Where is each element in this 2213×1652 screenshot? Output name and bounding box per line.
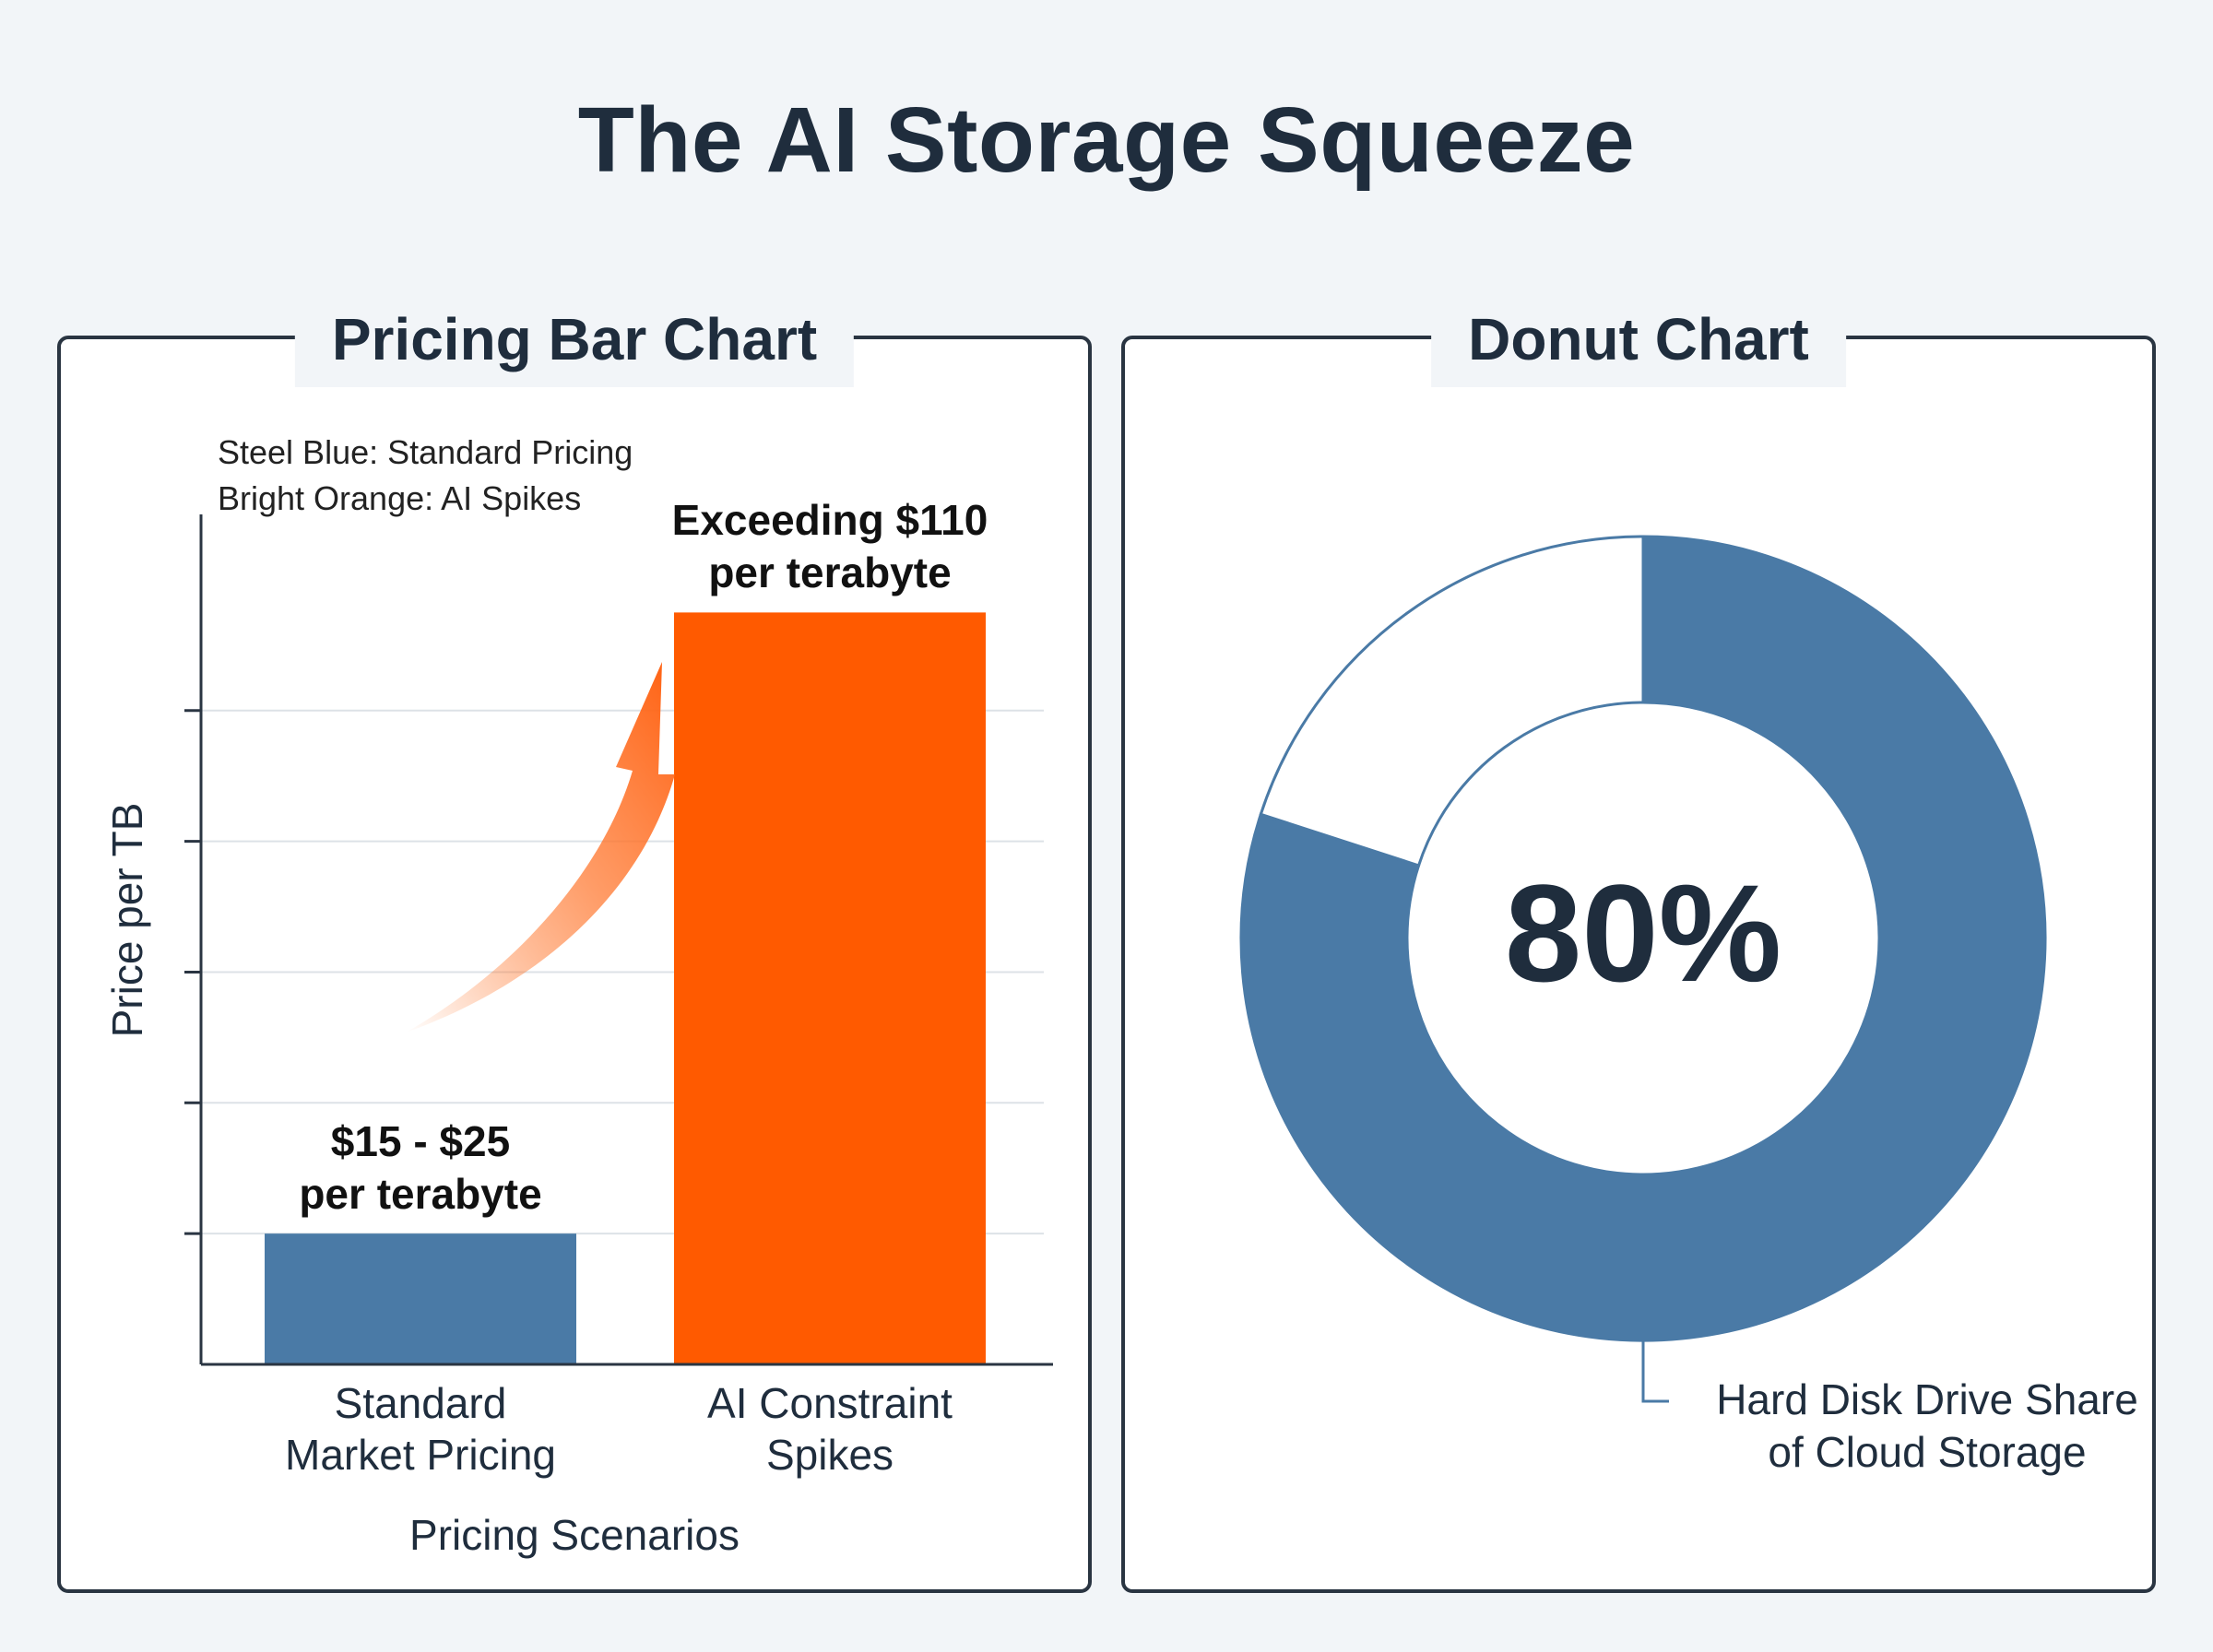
x-tick-label: Standard Market Pricing (285, 1379, 556, 1479)
page-title: The AI Storage Squeeze (577, 88, 1636, 192)
donut-center-value: 80% (1504, 856, 1782, 1010)
bar-chart-panel-title: Pricing Bar Chart (294, 291, 855, 387)
donut-chart-panel-title: Donut Chart (1431, 291, 1846, 387)
bar-data-label: $15 - $25 per terabyte (299, 1117, 542, 1219)
donut-slice-remainder (1259, 535, 1645, 867)
x-tick-label: AI Constraint Spikes (707, 1379, 953, 1479)
donut-chart-panel: Donut Chart 80% Hard Disk Drive Share of… (1121, 291, 2156, 1593)
x-axis-title: Pricing Scenarios (409, 1511, 740, 1559)
donut-slice-hdd-share (1239, 535, 2047, 1342)
donut-leader-line (1641, 1340, 1669, 1403)
bar-standard-market-pricing (265, 1233, 576, 1364)
legend-entry-spike: Bright Orange: AI Spikes (218, 479, 582, 517)
bar-chart-legend: Steel Blue: Standard Pricing Bright Oran… (218, 430, 633, 522)
donut-slice-label-line-2: of Cloud Storage (1768, 1428, 2087, 1476)
legend-entry-standard: Steel Blue: Standard Pricing (218, 433, 633, 471)
donut-slice-label: Hard Disk Drive Share of Cloud Storage (1669, 1374, 2185, 1479)
donut-slice-label-line-1: Hard Disk Drive Share (1716, 1375, 2138, 1423)
bar-data-label: Exceeding $110 per terabyte (671, 496, 988, 597)
donut-chart-plot (1239, 535, 2047, 1403)
increase-arrow-icon (406, 662, 675, 1032)
bar-ai-constraint-spikes (674, 612, 986, 1364)
bar-chart-panel: Pricing Bar Chart Steel Blue: Standard P… (57, 291, 1092, 1593)
bar-chart-plot (184, 514, 1053, 1366)
